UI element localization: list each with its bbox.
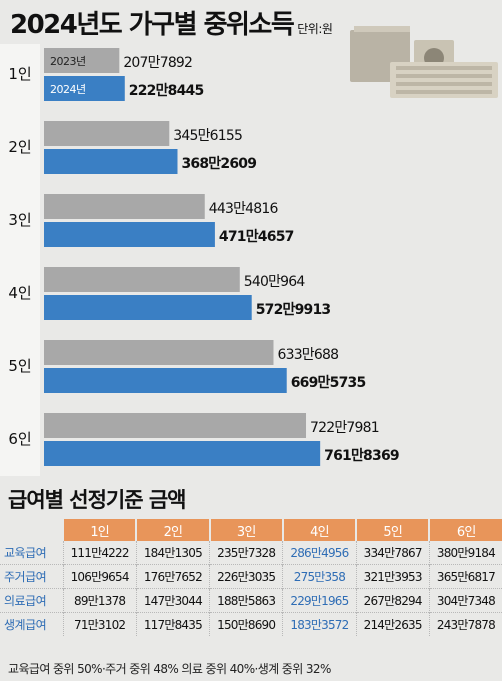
bar-2023: [44, 121, 170, 146]
row-header: 생계급여: [0, 612, 63, 636]
income-bar-chart: 1인 207만7892 2023년 222만8445 2024년 2인 345만6155 36…: [0, 44, 400, 476]
category-label: 2인: [8, 138, 31, 156]
table-cell: 229만1965: [282, 588, 357, 613]
value-label: 572만9913: [256, 302, 331, 318]
unit-label: 단위:원: [297, 22, 333, 36]
table-row: 주거급여 106만9654 176만7652 226만3035 275만358 321만3…: [0, 564, 502, 589]
bar-2023: [44, 413, 307, 438]
table-cell: 226만3035: [209, 564, 283, 589]
value-label: 471만4657: [219, 229, 294, 245]
table-cell: 380만9184: [428, 541, 502, 565]
table-cell: 183만3572: [282, 612, 357, 636]
value-label: 368만2609: [181, 156, 256, 172]
column-header: 5인: [355, 519, 430, 541]
legend-2023: 2023년: [50, 55, 86, 68]
table-cell: 111만4222: [62, 541, 137, 565]
value-label: 669만5735: [291, 375, 366, 391]
value-label: 345만6155: [173, 128, 242, 144]
bar-2024: [44, 368, 287, 393]
table-cell: 365만6817: [428, 564, 502, 589]
table-cell: 188만5863: [209, 588, 283, 613]
category-label: 4인: [8, 284, 31, 302]
table-cell: 267만8294: [355, 588, 430, 613]
bar-2023: [44, 340, 274, 365]
value-label: 443만4816: [209, 201, 279, 217]
table-cell: 106만9654: [62, 564, 137, 589]
table-row: 교육급여 111만4222 184만1305 235만7328 286만4956 334만…: [0, 541, 502, 565]
money-stack-illustration: [350, 26, 498, 98]
category-label: 5인: [8, 357, 31, 375]
footnote: 교육급여 중위 50%·주거 중위 48% 의료 중위 40%·생계 중위 32…: [8, 662, 331, 676]
bar-2023: [44, 267, 240, 292]
table-row: 생계급여 71만3102 117만8435 150만8690 183만3572 214만2…: [0, 612, 502, 636]
legend-2024: 2024년: [50, 83, 86, 96]
table-cell: 150만8690: [209, 612, 283, 636]
column-header: 2인: [135, 519, 210, 541]
category-label: 6인: [8, 430, 31, 448]
bar-2024: [44, 222, 215, 247]
benefits-table: 1인 2인 3인 4인 5인 6인 교육급여 111만4222 184만1305 23…: [0, 519, 502, 636]
column-header: 3인: [208, 519, 283, 541]
table-cell: 286만4956: [282, 541, 357, 565]
value-label: 540만964: [244, 274, 306, 290]
benefits-title: 급여별 선정기준 금액: [8, 488, 187, 512]
row-header: 의료급여: [0, 588, 63, 613]
table-cell: 71만3102: [62, 612, 137, 636]
table-cell: 89만1378: [62, 588, 137, 613]
column-header: 1인: [61, 519, 137, 541]
table-cell: 275만358: [282, 564, 357, 589]
bar-2023: [44, 48, 120, 73]
row-header: 주거급여: [0, 564, 63, 589]
chart-title: 2024년도 가구별 중위소득: [10, 10, 295, 40]
benefits-table-body: 교육급여 111만4222 184만1305 235만7328 286만4956 334만…: [0, 541, 502, 636]
value-label: 207만7892: [123, 55, 192, 71]
table-cell: 214만2635: [355, 612, 430, 636]
table-cell: 304만7348: [428, 588, 502, 613]
category-panel: [0, 44, 40, 476]
category-label: 1인: [8, 65, 31, 83]
table-cell: 147만3044: [135, 588, 210, 613]
value-label: 722만7981: [310, 420, 379, 436]
bar-2024: [44, 295, 252, 320]
bar-2023: [44, 194, 205, 219]
table-corner: [0, 519, 63, 541]
value-label: 222만8445: [129, 83, 204, 99]
table-row: 의료급여 89만1378 147만3044 188만5863 229만1965 267만8…: [0, 588, 502, 613]
value-label: 633만688: [277, 347, 338, 363]
title-area: 2024년도 가구별 중위소득 단위:원: [10, 4, 333, 41]
row-header: 교육급여: [4, 546, 47, 560]
bar-2024: [44, 76, 125, 101]
table-cell: 176만7652: [135, 564, 210, 589]
table-cell: 243만7878: [428, 612, 502, 636]
value-label: 761만8369: [324, 448, 399, 464]
table-cell: 321만3953: [355, 564, 430, 589]
category-label: 3인: [8, 211, 31, 229]
benefits-header-row: 1인 2인 3인 4인 5인 6인: [0, 519, 502, 541]
bar-2024: [44, 441, 321, 466]
table-cell: 184만1305: [135, 541, 210, 565]
column-header: 6인: [428, 519, 502, 541]
table-cell: 235만7328: [209, 541, 283, 565]
table-cell: 334만7867: [355, 541, 430, 565]
table-cell: 117만8435: [135, 612, 210, 636]
column-header: 4인: [281, 519, 357, 541]
bar-2024: [44, 149, 178, 174]
